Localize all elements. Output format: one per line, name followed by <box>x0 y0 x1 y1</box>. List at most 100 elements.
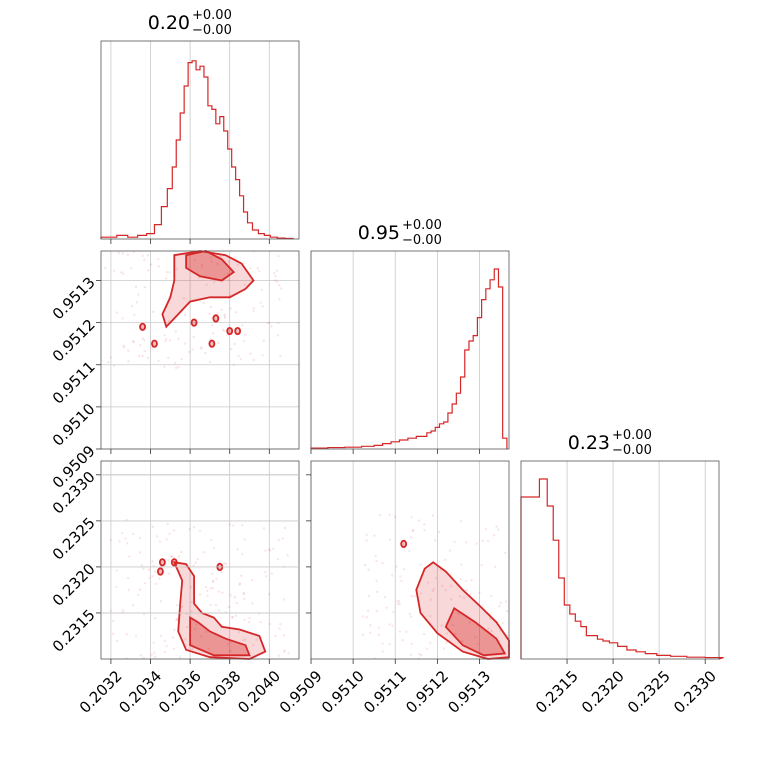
sample-point <box>412 529 415 532</box>
sample-point <box>206 589 209 593</box>
sample-point <box>223 313 226 316</box>
sample-point <box>215 577 218 581</box>
sample-point <box>283 526 287 530</box>
panel-frame <box>100 40 300 240</box>
sample-point <box>242 592 245 595</box>
sample-point <box>130 304 134 308</box>
sample-point <box>206 594 209 598</box>
sample-point <box>115 311 119 314</box>
panel-frame <box>520 460 720 660</box>
sample-point <box>209 305 213 309</box>
sample-point <box>135 301 139 304</box>
sample-point <box>183 313 187 317</box>
sample-point <box>193 259 197 262</box>
sample-point <box>465 541 468 544</box>
sample-point <box>468 621 472 624</box>
sample-point <box>218 609 221 612</box>
panel-frame <box>100 250 300 450</box>
sample-point <box>227 260 230 263</box>
sample-point <box>465 588 468 592</box>
sample-point <box>120 531 124 535</box>
title-plus-error: +0.00 <box>402 218 442 233</box>
sample-point <box>171 636 175 639</box>
sample-point <box>409 536 413 539</box>
x-tick-label: 0.9512 <box>402 667 452 717</box>
sample-point <box>268 622 271 626</box>
sample-point <box>410 594 413 598</box>
sample-point <box>223 315 226 318</box>
sample-point <box>210 260 213 264</box>
sample-point <box>121 317 124 320</box>
sample-point <box>283 650 286 653</box>
sample-point <box>112 269 116 273</box>
sample-point <box>155 535 159 538</box>
sample-point <box>172 529 176 532</box>
sample-point <box>283 598 286 601</box>
sample-point <box>393 515 397 518</box>
sample-point <box>201 263 204 266</box>
sample-point <box>411 529 415 532</box>
sample-point <box>279 287 283 290</box>
contour-outer <box>415 561 510 660</box>
sample-point <box>127 588 130 592</box>
panel-title: 0.23 <box>568 432 610 454</box>
sample-point <box>392 610 395 614</box>
sample-point <box>410 515 413 519</box>
sample-point <box>217 341 220 344</box>
sample-point <box>279 355 282 358</box>
sample-point <box>131 340 135 343</box>
sample-point <box>476 643 480 646</box>
sample-point <box>444 558 447 561</box>
sample-point <box>444 588 447 592</box>
sample-point <box>391 574 394 577</box>
sample-point <box>183 342 187 345</box>
sample-point <box>409 653 412 656</box>
sample-point <box>165 538 168 541</box>
sample-point <box>151 525 154 529</box>
sample-point <box>104 266 107 270</box>
sample-point <box>475 542 478 545</box>
sample-point <box>481 539 485 543</box>
sample-point <box>231 616 234 619</box>
sample-point <box>154 582 158 586</box>
contour-island <box>208 339 216 348</box>
sample-point <box>242 339 245 343</box>
sample-point <box>493 533 496 537</box>
sample-point <box>260 288 263 291</box>
sample-point <box>174 361 177 365</box>
sample-point <box>141 354 144 358</box>
contour-outer <box>172 561 267 660</box>
sample-point <box>143 339 146 342</box>
contour-inner <box>444 606 507 657</box>
sample-point <box>460 520 463 523</box>
sample-point <box>365 616 368 619</box>
sample-point <box>399 575 402 578</box>
sample-point <box>132 340 135 344</box>
sample-point <box>122 344 125 348</box>
panel-frame <box>100 460 300 660</box>
x-tick-label: 0.2330 <box>670 667 720 717</box>
sample-point <box>163 650 167 654</box>
sample-point <box>198 593 202 596</box>
sample-point <box>453 632 457 636</box>
sample-point <box>438 531 441 534</box>
sample-point <box>151 560 154 563</box>
sample-point <box>367 594 371 598</box>
sample-point <box>112 619 115 623</box>
sample-point <box>256 267 259 270</box>
sample-point <box>264 575 268 578</box>
sample-point <box>176 604 179 607</box>
sample-point <box>211 323 214 327</box>
sample-point <box>233 256 237 259</box>
sample-point <box>166 522 170 526</box>
sample-point <box>115 569 118 572</box>
sample-point <box>209 587 212 590</box>
sample-point <box>115 585 118 589</box>
sample-point <box>210 538 213 542</box>
sample-point <box>396 600 399 603</box>
sample-point <box>163 639 167 642</box>
sample-point <box>177 337 180 340</box>
sample-point <box>426 581 430 584</box>
sample-point <box>378 513 382 517</box>
